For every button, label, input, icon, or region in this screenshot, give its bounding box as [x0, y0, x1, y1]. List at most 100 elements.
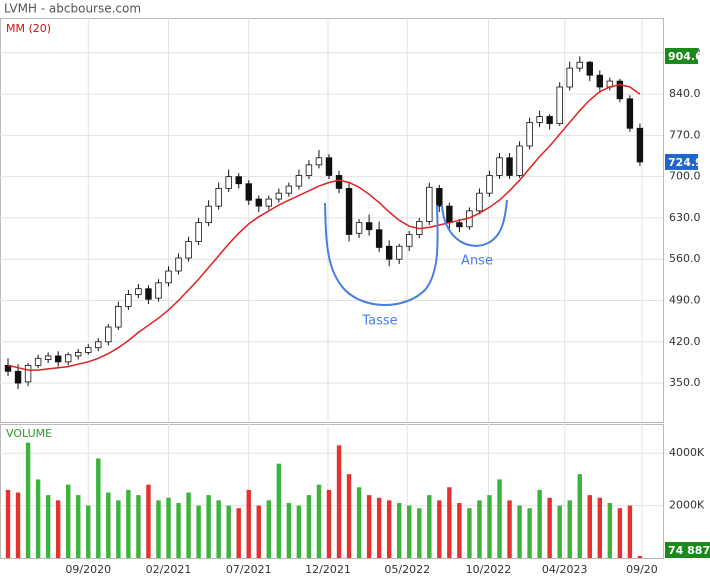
y-tick-label: 630.0: [669, 211, 701, 224]
y-tick-label: 560.0: [669, 252, 701, 265]
candle-body: [516, 145, 523, 176]
candle-body: [305, 164, 313, 176]
price-frame: [0, 18, 664, 423]
y-tick-label: 700.0: [669, 170, 701, 183]
ma-legend: MM (20): [6, 22, 51, 35]
volume-bar: [236, 508, 241, 558]
volume-bar: [356, 487, 362, 558]
candle-body: [14, 370, 22, 384]
volume-bar: [376, 497, 382, 558]
volume-bar: [45, 495, 51, 558]
volume-bar: [437, 500, 442, 558]
volume-bar: [417, 508, 422, 558]
volume-tag: [665, 542, 710, 558]
candle-body: [205, 205, 212, 224]
volume-bar: [507, 500, 512, 558]
volume-bar: [467, 508, 472, 558]
volume-tick-label: 4000K: [669, 446, 705, 459]
volume-bar: [487, 495, 492, 558]
candle-body: [406, 234, 413, 247]
candle-body: [315, 157, 323, 166]
candle-body: [385, 245, 393, 260]
volume-bar: [567, 500, 572, 558]
price-tag-label: 724.9: [668, 156, 703, 169]
plot: [4, 56, 644, 558]
candle-body: [365, 222, 373, 231]
volume-bar: [266, 500, 272, 558]
candle-body: [556, 86, 563, 124]
candle-body: [626, 98, 634, 129]
x-tick-label: 07/2021: [226, 563, 272, 576]
candle-body: [456, 222, 463, 228]
y-tick-label: 350.0: [669, 376, 701, 389]
annotation: Tasse: [361, 314, 397, 329]
candle-body: [355, 222, 363, 234]
x-tick-label: 12/2021: [305, 563, 351, 576]
price-tag: [665, 47, 698, 64]
volume-bar: [106, 492, 111, 558]
candle-body: [476, 192, 483, 212]
candle-body: [586, 61, 593, 76]
volume-bar: [136, 495, 141, 558]
volume-bar: [126, 489, 131, 558]
candle-body: [64, 354, 72, 363]
volume-tick-label: 2000K: [669, 499, 705, 512]
volume-bar: [256, 505, 261, 558]
candle-body: [185, 241, 192, 259]
candle-body: [245, 183, 252, 201]
candle-body: [115, 306, 122, 328]
volume-bar: [196, 505, 201, 558]
volume-bar: [396, 502, 402, 558]
volume-bar: [427, 495, 432, 558]
price-tag-label: 904.6: [668, 50, 703, 63]
volume-bar: [65, 484, 71, 558]
candle-body: [275, 192, 283, 200]
volume-bar: [286, 502, 292, 558]
volume-bar: [25, 442, 31, 558]
volume-bar: [15, 492, 21, 558]
candle-body: [135, 288, 142, 296]
volume-bar: [116, 500, 121, 558]
volume-bar: [306, 495, 312, 558]
volume-bar: [186, 492, 191, 558]
candle-body: [105, 326, 112, 343]
volume-bar: [557, 505, 562, 558]
annotation: Anse: [461, 254, 493, 269]
volume-bar: [607, 502, 613, 558]
volume-bar: [226, 505, 231, 558]
candle-body: [75, 352, 82, 357]
candle-body: [446, 205, 453, 224]
moving-average: [7, 83, 641, 371]
volume-bar: [477, 500, 482, 558]
volume-bar: [627, 505, 633, 558]
volume-bar: [326, 489, 332, 558]
candle-body: [395, 245, 403, 260]
candle-body: [155, 282, 162, 299]
volume-bar: [5, 489, 11, 558]
volume-tag-label: 74 887: [668, 544, 710, 557]
candle-body: [165, 270, 172, 284]
volume-bar: [35, 479, 41, 558]
volume-bar: [166, 497, 171, 558]
volume-label: VOLUME: [6, 427, 52, 440]
candle-body: [95, 341, 102, 349]
candle-body: [215, 188, 222, 207]
candle-body: [526, 121, 533, 147]
x-tick-label: 05/2022: [384, 563, 430, 576]
volume-bar: [316, 484, 322, 558]
candle-body: [325, 157, 333, 176]
chart-title: LVMH - abcbourse.com: [4, 2, 141, 16]
x-tick-label: 10/2022: [466, 563, 512, 576]
candle-body: [44, 355, 52, 360]
x-tick-label: 09/2020: [65, 563, 111, 576]
volume-bar: [617, 508, 623, 558]
volume-bar: [246, 489, 251, 558]
volume-bar: [497, 479, 502, 558]
candle-body: [426, 186, 433, 222]
volume-bar: [447, 487, 452, 558]
candle-body: [596, 74, 604, 88]
volume-frame: [0, 424, 664, 559]
candle-body: [195, 222, 202, 242]
volume-bar: [176, 502, 181, 558]
